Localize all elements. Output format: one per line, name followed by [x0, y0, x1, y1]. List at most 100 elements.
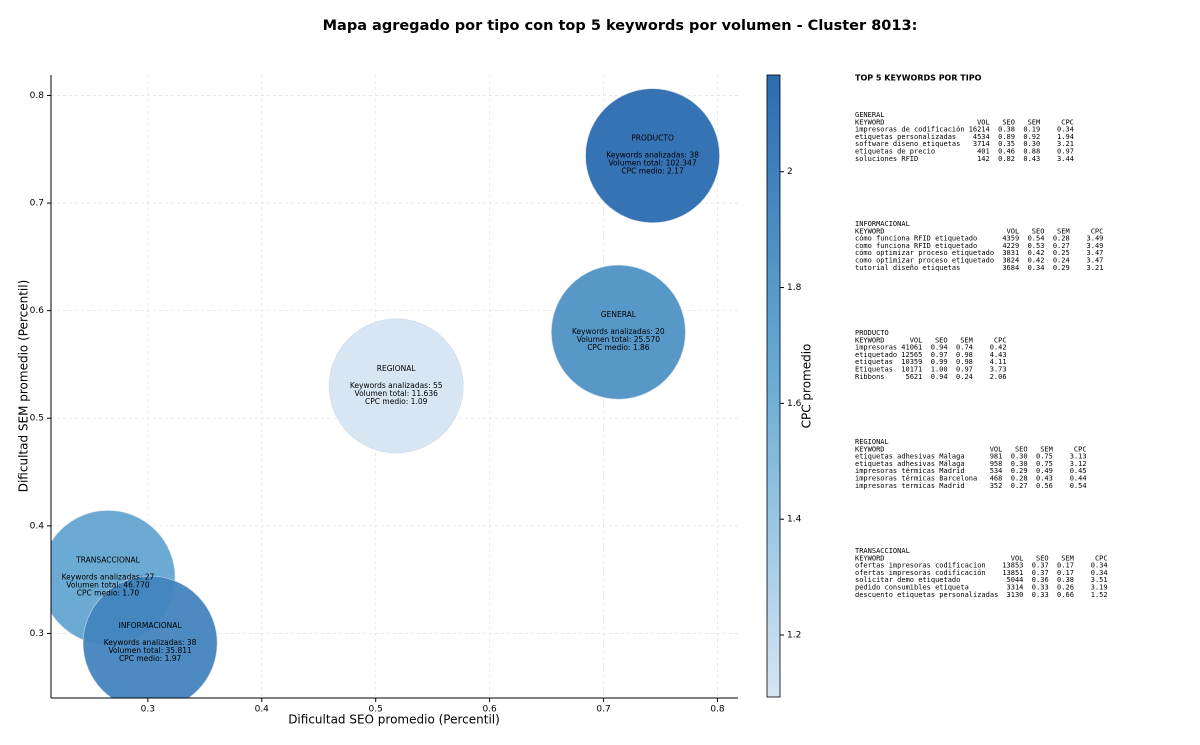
- panel-cell: 981: [990, 453, 1003, 461]
- panel-cell: solicitar demo etiquetado: [855, 576, 960, 584]
- panel-cell: 3.19: [1091, 584, 1108, 592]
- panel-cell: 0.75: [1036, 460, 1053, 468]
- panel-cell: 0.28: [1053, 235, 1070, 243]
- panel-cell: 0.34: [1057, 126, 1074, 134]
- bubble-name: INFORMACIONAL: [119, 621, 183, 630]
- panel-cell: 3.21: [1057, 140, 1074, 148]
- panel-cell: 0.29: [1053, 264, 1070, 272]
- panel-cell: 0.36: [1032, 576, 1049, 584]
- panel-header: VOL: [910, 336, 923, 344]
- bubble-info: Volumen total: 35.811: [108, 646, 192, 655]
- panel-cell: 16214: [969, 126, 990, 134]
- panel-cell: 0.33: [1032, 584, 1049, 592]
- panel-cell: 0.97: [1057, 148, 1074, 156]
- x-tick-label: 0.3: [141, 705, 155, 715]
- panel-header: SEO: [1032, 227, 1045, 235]
- panel-group-title: INFORMACIONAL: [855, 220, 910, 228]
- panel-cell: 2.06: [990, 373, 1007, 381]
- x-axis-label: Dificultad SEO promedio (Percentil): [288, 713, 500, 727]
- panel-cell: 3.21: [1087, 264, 1104, 272]
- panel-cell: 0.28: [1011, 475, 1028, 483]
- panel-cell: 0.94: [931, 344, 948, 352]
- panel-cell: 0.35: [998, 140, 1015, 148]
- x-tick-label: 0.7: [596, 705, 610, 715]
- panel-header: SEO: [935, 336, 948, 344]
- panel-header: SEM: [1028, 118, 1041, 126]
- panel-cell: impresoras térmicas Madrid: [855, 467, 965, 475]
- panel-cell: ofertas impresoras codificación: [855, 569, 986, 577]
- panel-header: SEO: [1015, 445, 1028, 453]
- bubble-name: TRANSACCIONAL: [75, 555, 140, 564]
- panel-cell: 10171: [901, 366, 922, 374]
- panel-cell: cómo optimizar proceso etiquetado: [855, 249, 994, 257]
- panel-header: KEYWORD: [855, 445, 885, 453]
- bubble-info: Keywords analizadas: 38: [606, 151, 699, 160]
- panel-cell: 0.89: [998, 133, 1015, 141]
- panel-cell: 0.43: [1023, 155, 1040, 163]
- panel-cell: 0.30: [1011, 460, 1028, 468]
- panel-header: KEYWORD: [855, 118, 885, 126]
- panel-cell: 142: [977, 155, 990, 163]
- bubble-info: Volumen total: 102.347: [608, 159, 696, 168]
- panel-cell: 3.47: [1087, 249, 1104, 257]
- panel-cell: 0.29: [1011, 467, 1028, 475]
- x-tick-label: 0.5: [369, 705, 383, 715]
- y-tick-label: 0.5: [30, 414, 44, 424]
- panel-group-title: TRANSACCIONAL: [855, 547, 910, 555]
- panel-cell: impresoras: [855, 344, 897, 352]
- panel-header: KEYWORD: [855, 554, 885, 562]
- panel-cell: 0.54: [1070, 482, 1087, 490]
- panel-header: SEO: [1036, 554, 1049, 562]
- panel-cell: 3831: [1002, 249, 1019, 257]
- y-tick-label: 0.8: [30, 91, 45, 101]
- panel-header: SEM: [1040, 445, 1053, 453]
- panel-cell: 0.54: [1028, 235, 1045, 243]
- panel-cell: tutorial diseño etiquetas: [855, 264, 960, 272]
- panel-header: VOL: [977, 118, 990, 126]
- bubble: [82, 575, 218, 698]
- panel-cell: ofertas impresoras codificacion: [855, 562, 986, 570]
- panel-header: VOL: [1007, 227, 1020, 235]
- bubble-info: Keywords analizadas: 38: [104, 638, 197, 647]
- panel-cell: 3.44: [1057, 155, 1074, 163]
- panel-cell: 0.42: [1028, 257, 1045, 265]
- panel-cell: 13851: [1002, 569, 1023, 577]
- panel-cell: 0.92: [1023, 133, 1040, 141]
- colorbar-tick-label: 1.8: [787, 283, 802, 293]
- panel-cell: 41061: [901, 344, 922, 352]
- panel-header: VOL: [1011, 554, 1024, 562]
- colorbar-tick-label: 1.6: [787, 399, 802, 409]
- bubble-info: Keywords analizadas: 27: [62, 572, 155, 581]
- x-tick-label: 0.4: [255, 705, 270, 715]
- panel-cell: software diseno etiquetas: [855, 140, 960, 148]
- panel-cell: 10359: [901, 358, 922, 366]
- x-tick-label: 0.6: [482, 705, 497, 715]
- panel-cell: Etiquetas: [855, 366, 893, 374]
- y-tick-label: 0.3: [30, 629, 44, 639]
- bubble-info: CPC medio: 1.70: [77, 588, 140, 597]
- panel-cell: 5621: [906, 373, 923, 381]
- panel-cell: 0.19: [1023, 126, 1040, 134]
- panel-cell: etiquetas adhesivas Málaga: [855, 460, 965, 468]
- panel-cell: 1.52: [1091, 591, 1108, 599]
- panel-cell: 0.98: [956, 358, 973, 366]
- panel-cell: 0.24: [1053, 257, 1070, 265]
- panel-cell: 12565: [901, 351, 922, 359]
- chart-title: Mapa agregado por tipo con top 5 keyword…: [323, 18, 918, 34]
- panel-cell: 0.17: [1057, 569, 1074, 577]
- panel-cell: 4.11: [990, 358, 1007, 366]
- panel-cell: pedido consumibles etiqueta: [855, 584, 969, 592]
- panel-cell: 0.24: [956, 373, 973, 381]
- panel-cell: 0.75: [1036, 453, 1053, 461]
- panel-cell: 3.12: [1070, 460, 1087, 468]
- colorbar: [766, 74, 781, 698]
- panel-cell: 4.43: [990, 351, 1007, 359]
- bubble-info: Keywords analizadas: 55: [350, 381, 443, 390]
- panel-header: SEO: [1002, 118, 1015, 126]
- panel-cell: 0.27: [1011, 482, 1028, 490]
- panel-cell: 0.53: [1028, 242, 1045, 250]
- panel-cell: 0.33: [1032, 591, 1049, 599]
- bubble-name: REGIONAL: [377, 364, 417, 373]
- bubble-info: Volumen total: 46.770: [66, 580, 150, 589]
- bubble: [585, 88, 720, 223]
